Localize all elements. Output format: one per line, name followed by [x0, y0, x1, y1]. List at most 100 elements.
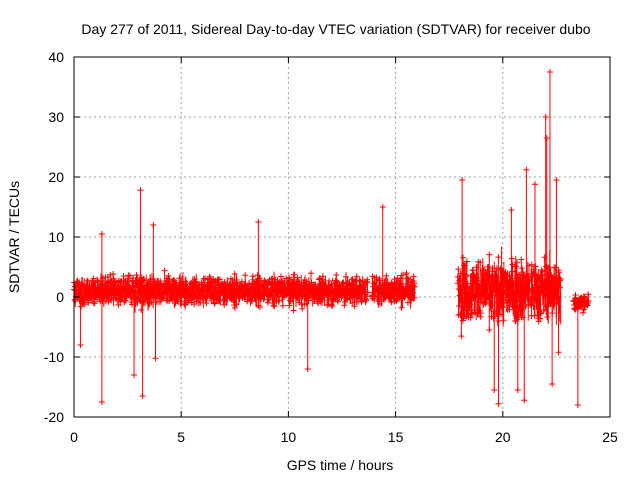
data-point: [486, 251, 493, 258]
data-point: [483, 299, 490, 306]
data-point: [514, 387, 521, 393]
data-point: [126, 272, 133, 279]
tick-labels: 0 5 10 15 20 25 -20 -10 0 10 20 30 40: [44, 49, 618, 445]
data-point: [508, 207, 515, 213]
data-point: [244, 296, 251, 303]
data-point: [334, 298, 341, 305]
data-point: [532, 263, 539, 270]
data-point: [459, 177, 466, 183]
x-tick-label: 20: [495, 429, 511, 445]
data-point: [90, 275, 97, 282]
data-point: [307, 270, 314, 277]
chart-title: Day 277 of 2011, Sidereal Day-to-day VTE…: [81, 21, 590, 37]
data-point: [120, 273, 127, 280]
data-point: [477, 259, 484, 266]
data-point: [255, 219, 262, 225]
data-point: [133, 272, 140, 279]
grid-lines: [74, 57, 610, 417]
y-tick-label: 0: [56, 289, 64, 305]
data-point: [383, 272, 390, 279]
data-point: [276, 297, 283, 304]
data-point: [334, 278, 341, 285]
data-point: [388, 299, 395, 306]
data-point: [525, 262, 532, 269]
data-point: [491, 387, 498, 393]
data-point: [294, 274, 301, 281]
data-point: [477, 313, 484, 320]
data-point: [139, 393, 146, 399]
data-point: [341, 302, 348, 309]
data-point: [283, 275, 290, 282]
data-point: [460, 254, 467, 261]
y-tick-label: -10: [44, 349, 64, 365]
data-point: [398, 304, 405, 311]
data-point: [85, 299, 92, 306]
x-tick-label: 0: [70, 429, 78, 445]
data-point: [98, 231, 105, 237]
data-point: [277, 273, 284, 280]
data-point: [256, 275, 263, 282]
data-point: [159, 295, 166, 302]
data-point: [537, 310, 544, 317]
data-point: [518, 265, 525, 272]
y-tick-label: -20: [44, 409, 64, 425]
data-point: [266, 296, 273, 303]
data-point: [463, 258, 470, 265]
data-point: [371, 296, 378, 303]
x-tick-label: 25: [602, 429, 618, 445]
data-point: [535, 318, 542, 325]
data-point: [364, 289, 371, 296]
data-point: [543, 135, 550, 141]
data-point: [176, 275, 183, 282]
data-point: [552, 264, 559, 271]
data-point: [130, 274, 137, 281]
data-point: [256, 304, 263, 311]
data-point: [555, 349, 562, 356]
data-point: [553, 177, 560, 183]
data-point: [373, 277, 380, 284]
data-point: [467, 314, 474, 321]
data-point: [138, 306, 145, 313]
data-point: [495, 254, 502, 261]
data-point: [77, 342, 84, 348]
data-point: [131, 372, 138, 378]
data-point: [403, 270, 410, 277]
data-point: [464, 280, 471, 287]
data-point: [325, 301, 332, 308]
data-point: [248, 297, 255, 304]
data-point: [556, 269, 563, 276]
data-point: [74, 279, 81, 286]
y-tick-label: 40: [48, 49, 64, 65]
data-point: [523, 166, 530, 173]
data-point: [351, 303, 358, 310]
data-point: [203, 300, 210, 307]
y-tick-label: 20: [48, 169, 64, 185]
data-point: [231, 270, 238, 277]
data-point: [458, 333, 465, 340]
data-point: [353, 273, 360, 280]
data-point: [157, 278, 164, 285]
data-point: [264, 299, 271, 306]
data-point: [531, 181, 538, 188]
data-point: [467, 298, 474, 305]
data-point: [326, 277, 333, 284]
data-point: [107, 271, 114, 278]
data-point: [579, 309, 586, 316]
data-point: [470, 267, 477, 274]
data-point: [137, 187, 144, 194]
data-point: [152, 355, 159, 362]
data-point: [495, 400, 502, 407]
data-point: [242, 272, 249, 279]
data-point: [515, 271, 522, 278]
data-point: [279, 302, 286, 309]
data-point: [303, 300, 310, 307]
data-point: [528, 261, 535, 268]
data-point: [549, 381, 556, 387]
data-point: [221, 301, 228, 308]
data-point: [299, 305, 306, 312]
data-point: [216, 276, 223, 283]
data-point: [537, 315, 544, 322]
data-point: [290, 307, 297, 314]
data-point: [271, 303, 278, 310]
